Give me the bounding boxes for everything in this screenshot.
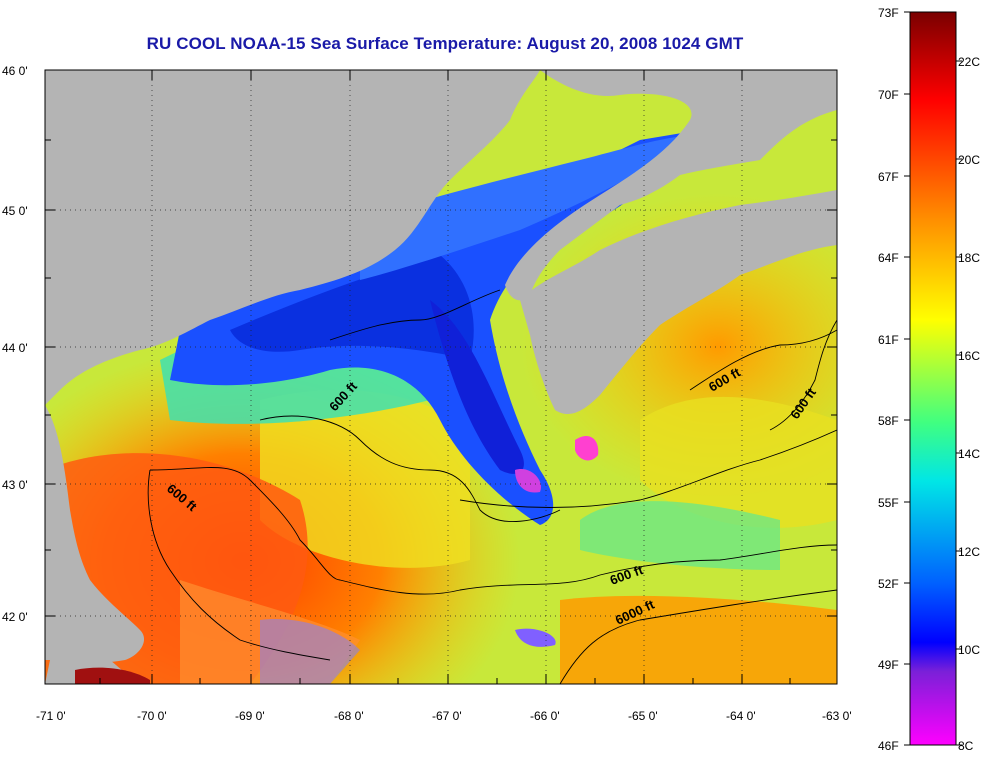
lon-label: -69 0' <box>235 709 265 723</box>
colorbar-c-label: 12C <box>958 545 980 559</box>
colorbar-gradient <box>909 11 957 746</box>
lat-label: 46 0' <box>2 64 28 78</box>
longitude-labels: -71 0' -70 0' -69 0' -68 0' -67 0' -66 0… <box>36 709 852 723</box>
land-maine <box>45 70 540 405</box>
colorbar-f-label: 70F <box>878 88 899 102</box>
lon-label: -67 0' <box>432 709 462 723</box>
lon-label: -71 0' <box>36 709 66 723</box>
colorbar-f-label: 64F <box>878 251 899 265</box>
latitude-labels: 46 0' 45 0' 44 0' 43 0' 42 0' <box>2 64 28 624</box>
colorbar-f-label: 52F <box>878 577 899 591</box>
map-frame <box>44 69 838 685</box>
lon-label: -68 0' <box>334 709 364 723</box>
colorbar-f-label: 55F <box>878 496 899 510</box>
colorbar-f-label: 61F <box>878 333 899 347</box>
colorbar-c-label: 20C <box>958 153 980 167</box>
colorbar-c-label: 18C <box>958 251 980 265</box>
colorbar: 73F 70F 67F 64F 61F 58F 55F 52F 49F 46F … <box>878 6 980 753</box>
frame-ticks <box>45 69 837 684</box>
colorbar-f-label: 73F <box>878 6 899 20</box>
lat-label: 42 0' <box>2 610 28 624</box>
colorbar-f-label: 46F <box>878 739 899 753</box>
lon-label: -65 0' <box>628 709 658 723</box>
colorbar-c-label: 14C <box>958 447 980 461</box>
land-canada-north <box>505 70 837 301</box>
lat-label: 43 0' <box>2 478 28 492</box>
lat-label: 45 0' <box>2 204 28 218</box>
ocean-field <box>45 70 837 684</box>
lon-label: -66 0' <box>530 709 560 723</box>
colorbar-c-label: 10C <box>958 643 980 657</box>
graticule <box>45 70 837 684</box>
land-cape-cod <box>45 405 145 663</box>
colorbar-f-label: 49F <box>878 658 899 672</box>
lat-label: 44 0' <box>2 341 28 355</box>
lon-label: -64 0' <box>726 709 756 723</box>
lon-label: -63 0' <box>822 709 852 723</box>
colorbar-c-label: 22C <box>958 55 980 69</box>
map-title: RU COOL NOAA-15 Sea Surface Temperature:… <box>146 34 744 53</box>
colorbar-f-label: 67F <box>878 170 899 184</box>
land-nova-scotia <box>520 190 837 415</box>
lon-label: -70 0' <box>137 709 167 723</box>
colorbar-c-label: 16C <box>958 349 980 363</box>
colorbar-c-label: 8C <box>958 739 974 753</box>
colorbar-f-label: 58F <box>878 414 899 428</box>
depth-contours <box>147 289 837 684</box>
